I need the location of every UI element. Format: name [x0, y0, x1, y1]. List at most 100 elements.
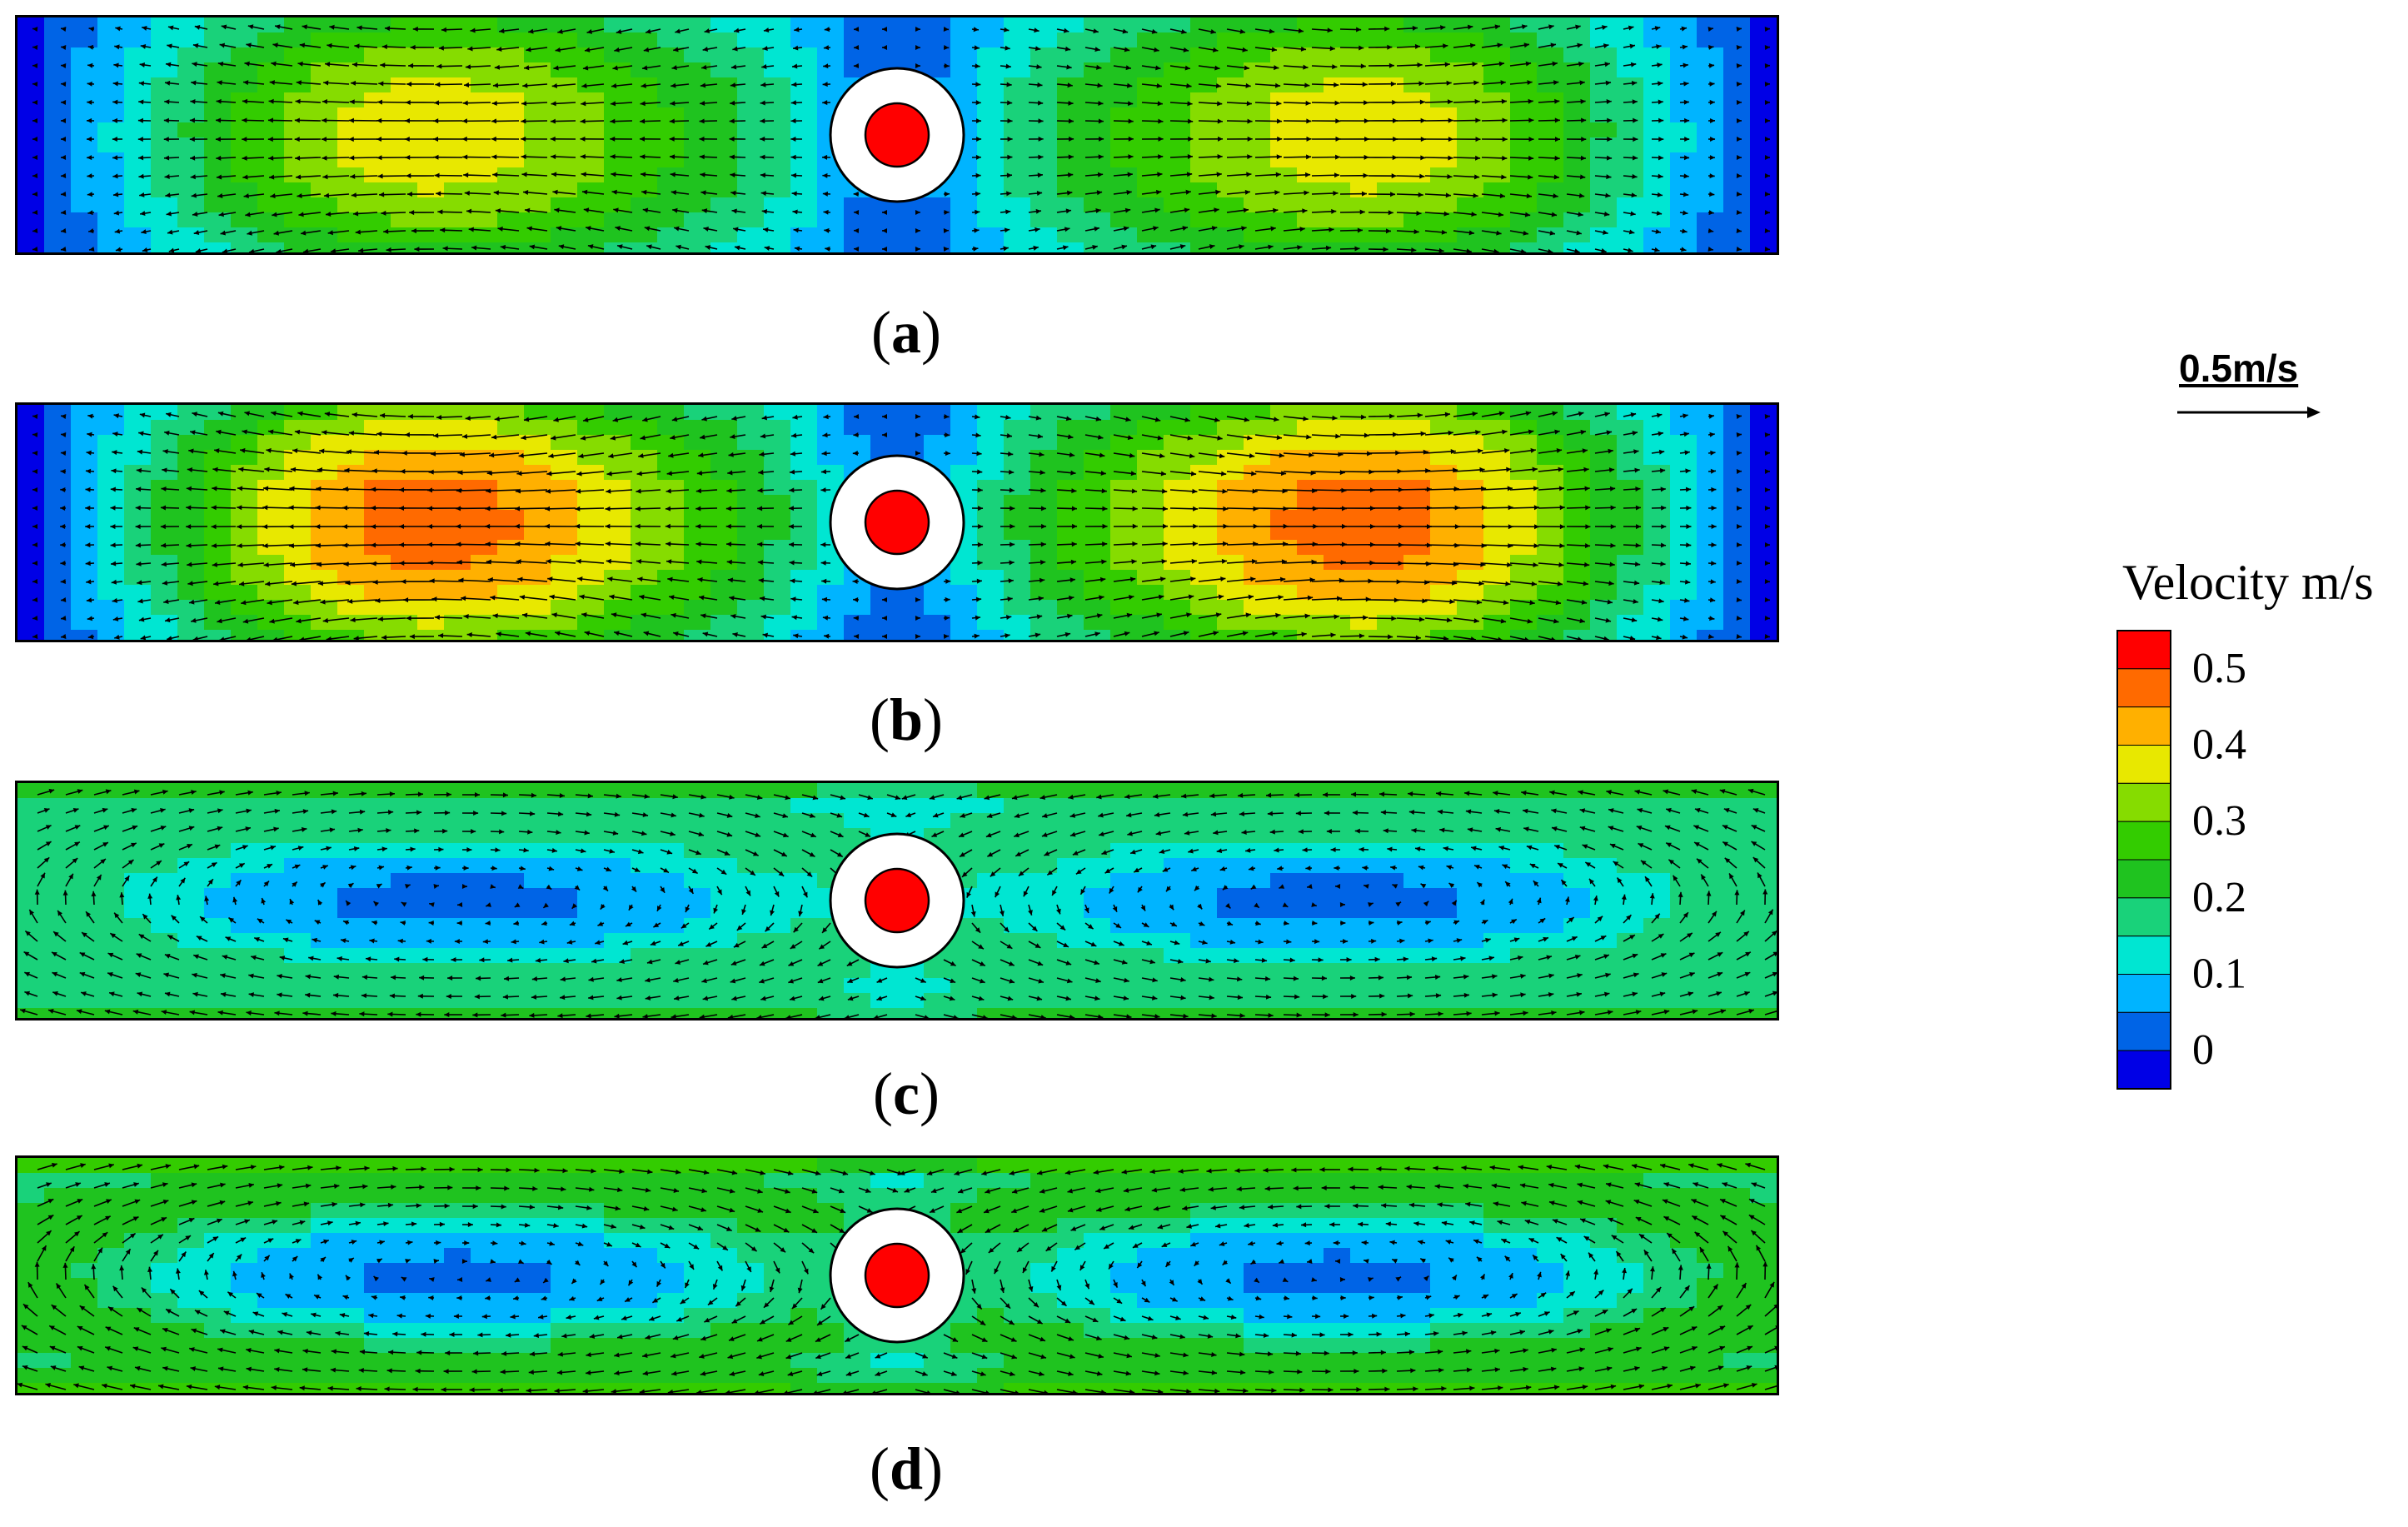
- velocity-vector: [164, 99, 180, 105]
- velocity-vector: [211, 505, 237, 511]
- contour-cell: [1670, 783, 1698, 799]
- contour-cell: [444, 182, 471, 198]
- contour-cell: [950, 813, 978, 829]
- contour-cell: [1723, 843, 1751, 859]
- contour-cell: [1324, 798, 1351, 814]
- contour-cell: [177, 212, 205, 228]
- contour-cell: [44, 92, 72, 108]
- contour-cell: [417, 813, 445, 829]
- velocity-vector: [971, 633, 980, 639]
- contour-cell: [204, 933, 232, 949]
- contour-cell: [1510, 465, 1538, 481]
- contour-cell: [1110, 510, 1138, 526]
- velocity-vector: [32, 228, 38, 233]
- contour-cell: [1350, 420, 1378, 436]
- contour-cell: [1403, 873, 1431, 889]
- contour-cell: [1457, 828, 1484, 844]
- contour-cell: [497, 32, 525, 48]
- contour-cell: [764, 182, 791, 198]
- contour-cell: [1723, 540, 1751, 556]
- contour-cell: [1244, 465, 1271, 481]
- velocity-vector: [881, 414, 888, 419]
- contour-cell: [844, 963, 871, 979]
- contour-cell: [977, 873, 1005, 889]
- contour-cell: [1403, 783, 1431, 799]
- contour-cell: [364, 420, 391, 436]
- contour-cell: [1670, 197, 1698, 213]
- contour-cell: [97, 888, 125, 904]
- velocity-vector: [756, 523, 775, 529]
- velocity-vector: [1141, 226, 1159, 232]
- contour-cell: [1324, 615, 1351, 631]
- contour-cell: [1030, 993, 1058, 1009]
- contour-cell: [17, 122, 45, 138]
- contour-cell: [364, 813, 391, 829]
- velocity-vector: [524, 207, 548, 213]
- contour-cell: [737, 858, 765, 874]
- velocity-vector: [1481, 636, 1503, 640]
- velocity-vector: [216, 155, 237, 161]
- contour-cell: [1377, 137, 1404, 153]
- contour-cell: [604, 978, 631, 994]
- velocity-vector: [551, 101, 576, 107]
- contour-cell: [204, 858, 232, 874]
- contour-cell: [124, 405, 152, 421]
- velocity-vector: [114, 44, 123, 50]
- contour-cell: [844, 62, 871, 78]
- velocity-vector: [971, 541, 983, 547]
- contour-cell: [71, 630, 98, 640]
- velocity-vector: [433, 828, 448, 834]
- contour-cell: [1643, 858, 1671, 874]
- contour-cell: [284, 420, 312, 436]
- contour-cell: [444, 783, 471, 799]
- contour-cell: [1137, 182, 1164, 198]
- velocity-vector: [1679, 44, 1688, 50]
- velocity-vector: [317, 899, 323, 906]
- contour-cell: [950, 62, 978, 78]
- velocity-vector: [1254, 559, 1288, 565]
- contour-cell: [817, 420, 845, 436]
- velocity-vector: [346, 449, 378, 455]
- contour-cell: [284, 843, 312, 859]
- contour-cell: [1590, 32, 1618, 48]
- velocity-vector: [93, 825, 110, 832]
- velocity-vector: [1368, 62, 1394, 68]
- velocity-vector: [1368, 81, 1396, 87]
- contour-cell: [684, 107, 711, 123]
- contour-cell: [684, 933, 711, 949]
- contour-cell: [1137, 435, 1164, 451]
- contour-cell: [551, 978, 578, 994]
- velocity-vector: [262, 543, 293, 549]
- velocity-vector: [376, 117, 406, 123]
- velocity-vector: [111, 579, 123, 585]
- velocity-vector: [1056, 541, 1077, 547]
- contour-cell: [1270, 212, 1298, 228]
- contour-cell: [151, 933, 178, 949]
- contour-cell: [471, 888, 498, 904]
- contour-cell: [1750, 32, 1777, 48]
- velocity-vector: [60, 118, 67, 123]
- velocity-vector: [1481, 248, 1499, 252]
- velocity-vector: [405, 828, 420, 834]
- contour-cell: [257, 630, 285, 640]
- velocity-vector: [580, 154, 605, 160]
- contour-cell: [1004, 570, 1031, 586]
- contour-cell: [551, 933, 578, 949]
- velocity-vector: [1424, 580, 1458, 586]
- velocity-vector: [461, 866, 469, 871]
- contour-cell: [177, 630, 205, 640]
- contour-cell: [551, 137, 578, 153]
- contour-cell: [1084, 510, 1111, 526]
- contour-cell: [657, 798, 685, 814]
- contour-cell: [497, 828, 525, 844]
- contour-cell: [657, 1008, 685, 1018]
- velocity-vector: [461, 847, 472, 853]
- velocity-vector: [37, 808, 50, 814]
- velocity-vector: [1509, 174, 1533, 180]
- velocity-vector: [381, 210, 406, 216]
- contour-cell: [870, 1008, 898, 1018]
- contour-cell: [1057, 47, 1084, 63]
- contour-cell: [204, 480, 232, 496]
- velocity-vector: [288, 543, 322, 549]
- contour-cell: [1190, 450, 1218, 466]
